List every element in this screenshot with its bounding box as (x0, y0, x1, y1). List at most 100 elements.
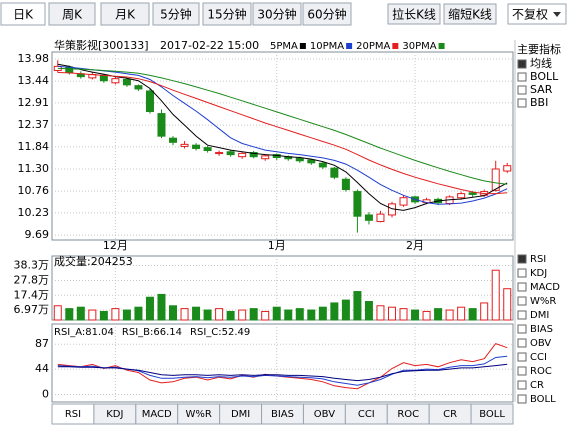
x-tick-label: 2月 (406, 239, 424, 252)
indicator-label: CR (530, 380, 544, 391)
period-tab[interactable] (48, 2, 96, 26)
volume-bar (318, 306, 327, 321)
volume-bar (376, 305, 385, 321)
indicator-tab-label: BIAS (271, 409, 294, 420)
candle-body (261, 155, 270, 160)
y-tick-label: 0 (42, 387, 49, 400)
rsi-line (57, 363, 508, 382)
indicator-checkbox[interactable] (517, 394, 527, 404)
chart-time: 2017-02-22 15:00 (160, 39, 259, 52)
indicator-tab-label: W%R (186, 409, 212, 420)
legend-label: 20PMA (356, 41, 390, 52)
ma-line (57, 63, 508, 211)
volume-bar (468, 308, 477, 321)
candle-body (295, 157, 304, 162)
volume-bar (203, 309, 212, 321)
volume-bar (145, 296, 154, 321)
y-tick-label: 17.4万 (14, 288, 50, 301)
indicator-label: RSI (530, 254, 546, 265)
indicator-checkbox[interactable] (517, 338, 527, 348)
panel-frame (51, 255, 514, 321)
indicator-checkbox[interactable] (517, 254, 527, 264)
y-tick-label: 44 (35, 362, 49, 375)
ma-line (57, 67, 508, 185)
indicator-checkbox[interactable] (517, 268, 527, 278)
volume-bar (134, 306, 143, 321)
volume-bar (249, 308, 258, 321)
period-tab-label: 15分钟 (207, 7, 246, 22)
candle-body (65, 66, 74, 74)
candle-body (145, 90, 154, 113)
legend-label: 30PMA (402, 41, 436, 52)
volume-bar (88, 309, 97, 321)
period-tab-label: 周K (62, 8, 83, 22)
volume-bar (457, 306, 466, 321)
candle-body (134, 85, 143, 90)
indicator-label: KDJ (530, 268, 547, 279)
period-tab[interactable] (252, 2, 302, 26)
indicator-checkbox[interactable] (517, 324, 527, 334)
indicator-checkbox[interactable] (517, 310, 527, 320)
indicator-label: BBI (530, 96, 548, 109)
indicator-checkbox[interactable] (517, 98, 527, 108)
indicator-tab-label: BOLL (479, 409, 505, 420)
indicator-title: 主要指标 (517, 42, 561, 56)
y-tick-label: 10.76 (18, 184, 50, 197)
adjust-dropdown[interactable] (507, 3, 567, 25)
indicator-checkbox[interactable] (517, 59, 527, 69)
y-tick-label: 87 (35, 337, 49, 350)
volume-bar (387, 306, 396, 321)
indicator-tab-label: CCI (358, 409, 375, 420)
x-tick-label: 1月 (268, 239, 286, 252)
volume-bar (76, 306, 85, 321)
y-tick-label: 10.23 (18, 206, 50, 219)
legend-swatch (346, 43, 353, 49)
indicator-checkbox[interactable] (517, 366, 527, 376)
y-tick-label: 11.84 (18, 140, 50, 153)
candle-body (491, 168, 500, 191)
volume-title: 成交量:204253 (54, 254, 133, 268)
volume-bar (226, 310, 235, 321)
indicator-checkbox[interactable] (517, 85, 527, 95)
period-tab[interactable] (0, 2, 46, 26)
zoom-button[interactable] (387, 3, 441, 25)
volume-bar (157, 293, 166, 321)
legend-swatch (392, 43, 399, 49)
candle-body (330, 167, 339, 178)
indicator-label: ROC (530, 366, 552, 377)
indicator-checkbox[interactable] (517, 380, 527, 390)
period-tab[interactable] (100, 2, 150, 26)
dropdown-arrow (553, 12, 561, 17)
period-tab-label: 30分钟 (257, 7, 296, 22)
candle-body (111, 78, 120, 84)
indicator-tab-label: KDJ (106, 409, 123, 420)
legend-label: RSI_A:81.04 (54, 327, 114, 338)
y-tick-label: 27.8万 (14, 273, 50, 286)
period-tab[interactable] (302, 2, 352, 26)
volume-bar (192, 306, 201, 321)
period-tab[interactable] (202, 2, 252, 26)
zoom-button-label: 拉长K线 (392, 7, 436, 22)
candle-body (215, 152, 224, 155)
candle-body (226, 151, 235, 156)
candle-body (192, 144, 201, 149)
volume-bar (215, 308, 224, 321)
indicator-checkbox[interactable] (517, 352, 527, 362)
indicator-checkbox[interactable] (517, 72, 527, 82)
y-tick-label: 12.37 (18, 118, 50, 131)
indicator-checkbox[interactable] (517, 296, 527, 306)
indicator-tab[interactable] (470, 403, 514, 425)
candle-body (249, 152, 258, 158)
candle-body (169, 137, 178, 143)
y-tick-label: 13.44 (18, 74, 50, 87)
zoom-button[interactable] (443, 3, 497, 25)
indicator-label: BOLL (530, 394, 556, 405)
volume-bar (122, 309, 131, 321)
indicator-checkbox[interactable] (517, 282, 527, 292)
period-tab[interactable] (152, 2, 200, 26)
volume-bar (169, 305, 178, 321)
y-tick-label: 38.3万 (14, 259, 50, 272)
volume-bar (422, 310, 431, 321)
legend-swatch (438, 43, 445, 49)
period-tab-label: 5分钟 (160, 7, 192, 22)
